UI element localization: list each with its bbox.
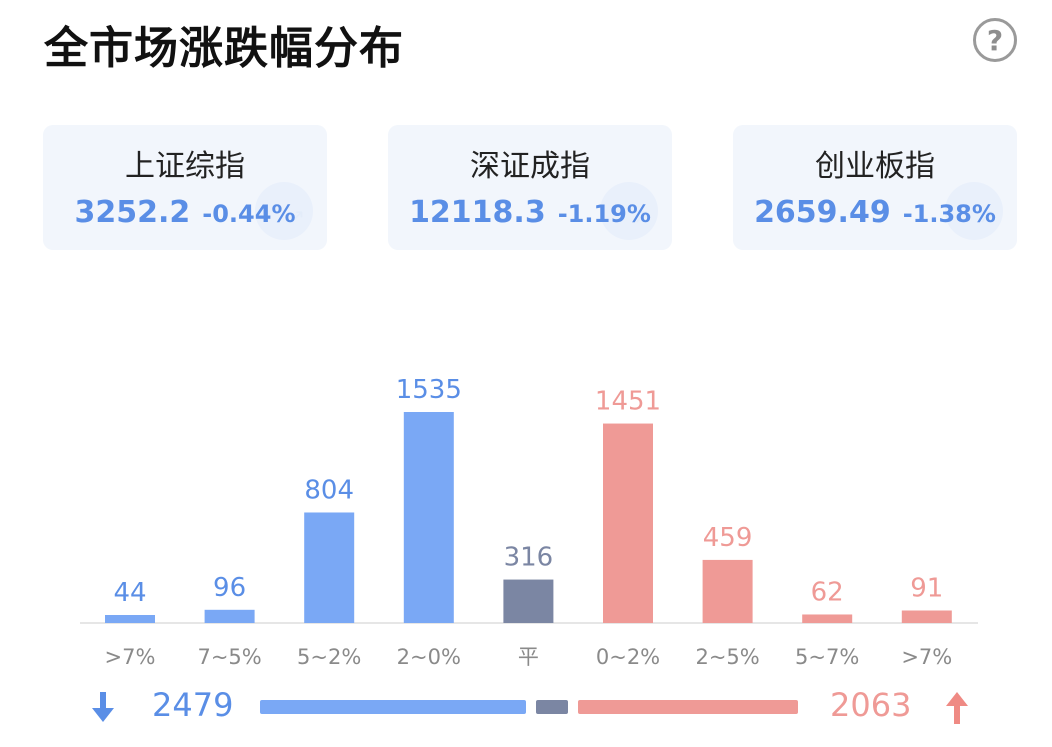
up-total: 2063 [830, 686, 912, 724]
category-label: 5~7% [795, 645, 859, 669]
category-label: >7% [901, 645, 952, 669]
down-total: 2479 [152, 686, 234, 724]
trend-icon: ↗ [288, 204, 305, 228]
category-label: 0~2% [596, 645, 660, 669]
category-label: 7~5% [197, 645, 261, 669]
bar-value-label: 62 [811, 577, 844, 607]
index-price: 2659.49 [754, 195, 891, 230]
bar-value-label: 316 [504, 543, 554, 573]
bar-6[interactable] [702, 559, 753, 623]
help-icon[interactable]: ? [973, 18, 1017, 62]
bar-3[interactable] [403, 412, 454, 623]
index-name: 创业板指 [815, 149, 935, 184]
bar-7[interactable] [802, 614, 853, 623]
card-decoration [255, 182, 313, 240]
bar-value-label: 459 [703, 523, 753, 553]
index-change: -1.19% [557, 200, 651, 228]
bar-value-label: 44 [113, 578, 146, 608]
category-label: 2~5% [695, 645, 759, 669]
arrow-down-icon [92, 692, 114, 722]
flat-ratio-bar [536, 700, 568, 714]
category-label: 平 [518, 645, 539, 669]
index-change: -1.38% [902, 200, 996, 228]
trend-icon: ↗ [978, 204, 995, 228]
down-ratio-bar [260, 700, 526, 714]
bar-value-label: 1451 [595, 387, 661, 417]
index-change: -0.44% [202, 200, 296, 228]
category-label: 2~0% [397, 645, 461, 669]
bar-0[interactable] [105, 615, 155, 623]
category-label: >7% [105, 645, 156, 669]
index-price: 3252.2 [74, 195, 191, 230]
index-price: 12118.3 [409, 195, 546, 230]
bar-value-label: 96 [213, 573, 246, 603]
distribution-chart: 44 >7% 96 7~5% 804 5~2% 1535 2~0% 316 平 1451 0~2% 45… [80, 375, 978, 669]
card-decoration [945, 182, 1003, 240]
index-name: 上证综指 [125, 149, 245, 184]
bar-5[interactable] [603, 423, 653, 623]
bar-value-label: 804 [304, 475, 354, 505]
arrow-up-icon [946, 692, 968, 724]
bar-2[interactable] [304, 512, 355, 623]
trend-icon: ↗ [633, 204, 650, 228]
index-name: 深证成指 [470, 149, 590, 184]
index-card-cy[interactable]: ↗ 创业板指 2659.49 -1.38% [733, 125, 1017, 250]
bar-value-label: 91 [910, 573, 943, 603]
index-card-sz[interactable]: ↗ 深证成指 12118.3 -1.19% [388, 125, 672, 250]
card-decoration [600, 182, 658, 240]
category-label: 5~2% [297, 645, 361, 669]
bar-4[interactable] [503, 579, 554, 623]
index-card-sh[interactable]: ↗ 上证综指 3252.2 -0.44% [43, 125, 327, 250]
bar-1[interactable] [204, 609, 255, 623]
up-ratio-bar [578, 700, 798, 714]
bar-8[interactable] [901, 610, 952, 623]
page-title: 全市场涨跌幅分布 [44, 23, 404, 74]
bar-value-label: 1535 [396, 375, 462, 405]
